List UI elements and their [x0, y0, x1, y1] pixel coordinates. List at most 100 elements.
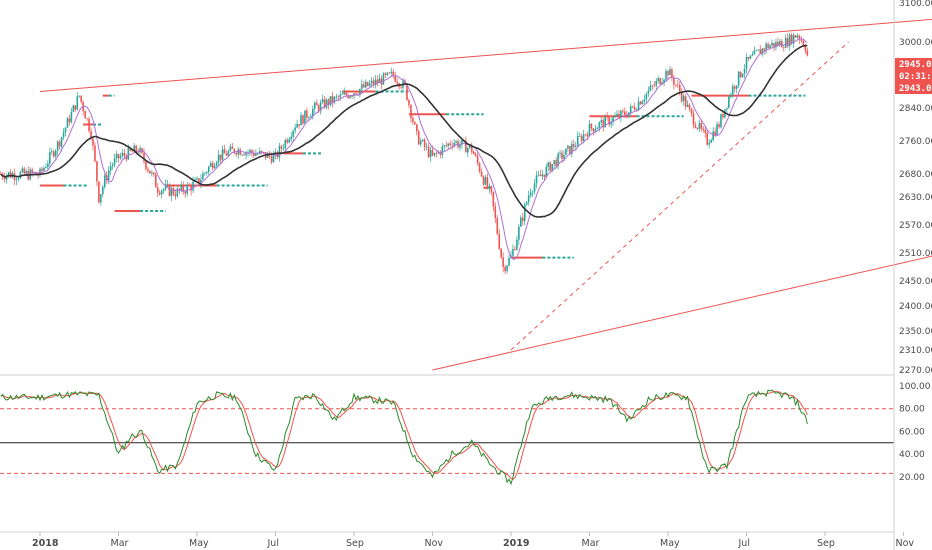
candle-body	[710, 139, 712, 143]
candle-body	[753, 50, 756, 55]
candle-body	[123, 152, 126, 156]
candle-body	[88, 118, 90, 132]
candle-body	[206, 172, 208, 173]
candle-body	[364, 81, 367, 88]
candle-body	[757, 49, 760, 51]
candle-body	[368, 83, 371, 86]
candle-body	[749, 55, 752, 59]
oscillator-levels	[0, 408, 894, 474]
candle-body	[502, 257, 504, 267]
candle-body	[45, 167, 47, 168]
candle-body	[74, 105, 77, 110]
candle-body	[692, 113, 695, 125]
candle-body	[341, 94, 344, 95]
candle-body	[557, 153, 559, 167]
candle-body	[661, 82, 663, 85]
candle-body	[775, 41, 777, 48]
time-tick-label: Nov	[896, 538, 915, 549]
candle-body	[60, 137, 63, 147]
candle-body	[351, 96, 353, 97]
candle-body	[276, 152, 279, 158]
candle-body	[361, 84, 363, 89]
candle-body	[35, 172, 37, 175]
candle-body	[684, 96, 687, 107]
price-axis[interactable]: 3100.00 3000.00 2840.00 2760.00 2680.00 2630.…	[893, 0, 932, 550]
candle-body	[66, 118, 69, 128]
candle-body	[182, 184, 185, 192]
candle-body	[410, 105, 412, 118]
candle-body	[610, 122, 612, 125]
candle-body	[39, 168, 41, 176]
candle-body	[109, 166, 112, 171]
candle-body	[145, 161, 147, 169]
time-axis[interactable]: 2018 Mar May Jul Sep Nov 2019 Mar May Jul Sep Nov	[0, 531, 915, 549]
price-tick-label: 3100.00	[899, 0, 932, 9]
candle-body	[156, 187, 159, 193]
candle-body	[247, 152, 249, 153]
candle-body	[688, 104, 691, 109]
candle-body	[282, 148, 285, 149]
candle-body	[563, 155, 565, 159]
candle-body	[198, 178, 200, 184]
candle-body	[221, 149, 224, 160]
candle-body	[147, 168, 149, 171]
candle-body	[553, 160, 555, 164]
candle-body	[423, 139, 426, 148]
candle-body	[470, 145, 473, 152]
candle-body	[649, 85, 652, 91]
stochastic-pane[interactable]	[0, 389, 894, 486]
time-tick-label: 2019	[503, 538, 529, 549]
candle-body	[794, 35, 797, 38]
candle-body	[476, 155, 479, 164]
candle-body	[461, 140, 463, 145]
candle-body	[92, 138, 94, 146]
candle-body	[506, 265, 508, 272]
candle-body	[7, 172, 10, 176]
candle-body	[559, 152, 561, 154]
candle-body	[516, 239, 518, 250]
candle-body	[779, 41, 781, 46]
candle-body	[573, 144, 575, 147]
candle-body	[131, 150, 134, 152]
time-tick-label: Mar	[582, 538, 600, 549]
candle-body	[488, 186, 491, 189]
price-axis-ticks: 3100.00 3000.00 2840.00 2760.00 2680.00 2630.…	[899, 0, 932, 376]
candle-body	[25, 170, 28, 174]
countdown-badge-bg	[895, 70, 932, 82]
candle-body	[598, 122, 601, 128]
candle-body	[19, 172, 22, 179]
candle-body	[192, 181, 194, 191]
candle-body	[449, 143, 451, 146]
countdown-badge: 02:31:06	[899, 72, 932, 82]
candle-body	[113, 158, 116, 165]
candle-body	[602, 120, 605, 128]
candle-body	[659, 78, 661, 85]
candle-body	[323, 99, 326, 108]
candle-body	[78, 95, 81, 97]
candle-body	[317, 105, 320, 111]
candle-body	[345, 92, 347, 96]
candle-body	[633, 106, 636, 110]
candle-body	[119, 156, 122, 159]
candle-body	[571, 144, 573, 154]
candle-body	[643, 99, 646, 102]
candle-body	[675, 84, 677, 86]
candle-body	[359, 88, 361, 95]
candle-body	[728, 96, 730, 108]
candle-body	[441, 146, 444, 156]
candle-body	[298, 124, 300, 126]
candle-body	[227, 151, 230, 156]
price-pane[interactable]	[0, 17, 932, 371]
candle-body	[215, 162, 218, 166]
time-tick-label: 2018	[32, 538, 59, 549]
candle-body	[486, 177, 489, 189]
candle-body	[107, 170, 110, 181]
candle-body	[686, 104, 689, 107]
candle-body	[278, 146, 281, 158]
trendlines[interactable]	[39, 17, 932, 371]
time-tick-label: Nov	[425, 538, 444, 549]
candle-body	[117, 153, 120, 159]
slow-moving-average	[0, 44, 808, 218]
price-tick-label: 3000.00	[899, 38, 932, 48]
